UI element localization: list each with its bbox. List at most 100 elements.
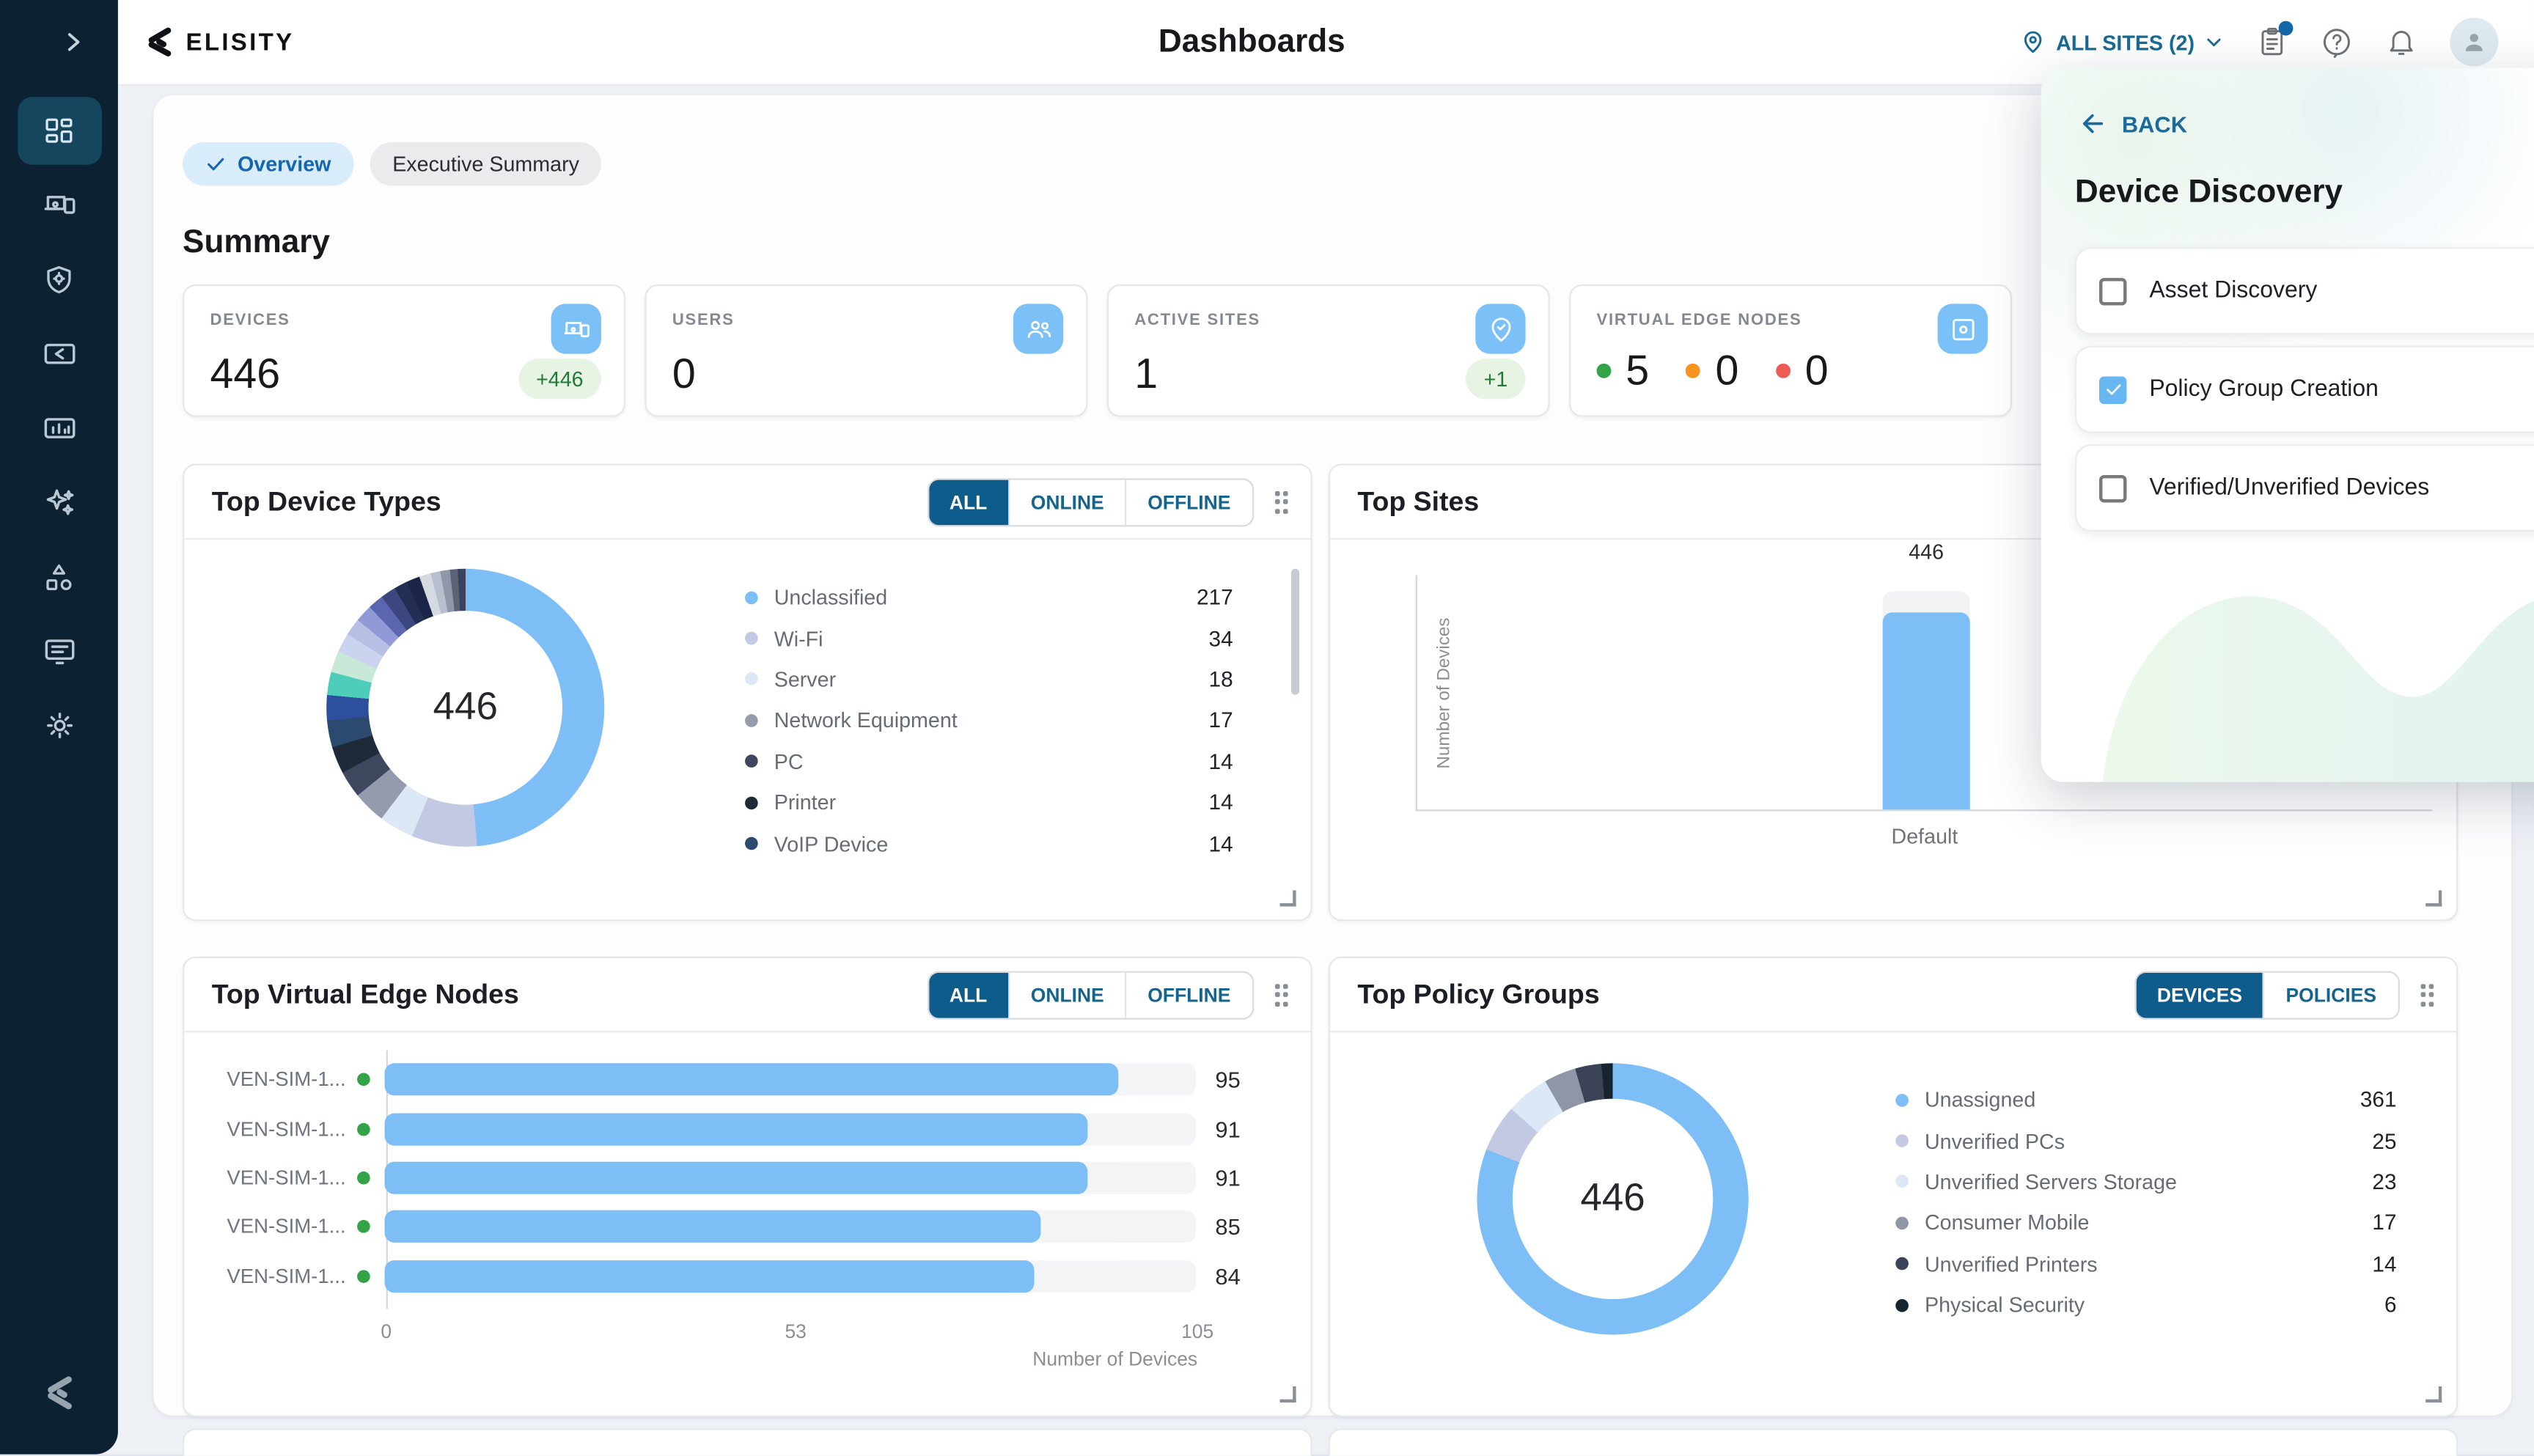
checkbox-checked[interactable] bbox=[2099, 375, 2126, 402]
sidebar-item-dashboards[interactable] bbox=[17, 97, 101, 165]
account-avatar[interactable] bbox=[2450, 18, 2498, 66]
legend-value: 14 bbox=[1209, 831, 1233, 856]
filter-policies[interactable]: POLICIES bbox=[2263, 972, 2398, 1018]
tab-overview[interactable]: Overview bbox=[183, 142, 353, 186]
help-icon[interactable] bbox=[2321, 26, 2353, 58]
legend-row[interactable]: Unverified Servers Storage 23 bbox=[1895, 1161, 2396, 1202]
ven-bar-row[interactable]: VEN-SIM-1... 91 bbox=[212, 1104, 1288, 1153]
sparkles-icon bbox=[41, 485, 76, 520]
legend-row[interactable]: PC 14 bbox=[745, 741, 1233, 782]
sidebar-item-settings[interactable] bbox=[17, 691, 101, 760]
drag-handle-icon[interactable] bbox=[2420, 983, 2434, 1006]
panel-resize-handle[interactable] bbox=[1280, 890, 1296, 906]
card-virtual-edge-nodes[interactable]: VIRTUAL EDGE NODES 5 0 0 bbox=[1569, 284, 2012, 417]
wave-decoration bbox=[2041, 540, 2534, 782]
sidebar-item-topology[interactable] bbox=[17, 543, 101, 611]
drag-handle-icon[interactable] bbox=[1274, 490, 1288, 513]
filter-all[interactable]: ALL bbox=[928, 479, 1008, 524]
top-sites-bar[interactable] bbox=[1883, 612, 1970, 809]
bar bbox=[385, 1260, 1034, 1293]
status-dot bbox=[357, 1172, 370, 1185]
legend-label: Server bbox=[774, 667, 1209, 691]
legend-row[interactable]: Unverified PCs 25 bbox=[1895, 1120, 2396, 1161]
panel-resize-handle[interactable] bbox=[1280, 1386, 1296, 1402]
tasks-clipboard-icon[interactable] bbox=[2256, 26, 2288, 58]
ven-bar-row[interactable]: VEN-SIM-1... 95 bbox=[212, 1055, 1288, 1104]
ven-icon bbox=[1938, 304, 1988, 353]
card-devices[interactable]: DEVICES 446 +446 bbox=[183, 284, 625, 417]
device-types-legend: Unclassified 217 Wi-Fi 34 Server 18 Netw… bbox=[745, 577, 1233, 864]
drag-handle-icon[interactable] bbox=[1274, 983, 1288, 1006]
sidebar-item-ai[interactable] bbox=[17, 468, 101, 537]
legend-row[interactable]: Printer 14 bbox=[745, 782, 1233, 823]
legend-value: 217 bbox=[1197, 585, 1233, 609]
filter-all[interactable]: ALL bbox=[928, 972, 1008, 1018]
sidebar-item-policy-shield[interactable] bbox=[17, 246, 101, 314]
legend-value: 17 bbox=[2372, 1211, 2396, 1235]
offline-dot bbox=[1776, 364, 1791, 378]
ven-status-counts: 5 0 0 bbox=[1597, 346, 1829, 396]
device-types-donut[interactable]: 446 bbox=[326, 569, 604, 847]
back-button[interactable]: BACK bbox=[2080, 110, 2187, 137]
panel-resize-handle[interactable] bbox=[2425, 890, 2442, 906]
ven-bar-row[interactable]: VEN-SIM-1... 85 bbox=[212, 1202, 1288, 1251]
ven-label: VEN-SIM-1... bbox=[212, 1216, 346, 1238]
legend-label: Wi-Fi bbox=[774, 626, 1209, 650]
ven-label: VEN-SIM-1... bbox=[212, 1068, 346, 1091]
legend-row[interactable]: Consumer Mobile 17 bbox=[1895, 1202, 2396, 1243]
page-title: Dashboards bbox=[483, 23, 2021, 61]
legend-row[interactable]: Unclassified 217 bbox=[745, 577, 1233, 618]
shield-gear-icon bbox=[42, 262, 76, 296]
next-row-panel-peek bbox=[183, 1428, 1312, 1455]
console-list-icon bbox=[41, 633, 76, 669]
card-users[interactable]: USERS 0 bbox=[644, 284, 1087, 417]
sidebar-item-analytics[interactable] bbox=[17, 394, 101, 463]
legend-label: Physical Security bbox=[1925, 1293, 2384, 1317]
legend-row[interactable]: Server 18 bbox=[745, 659, 1233, 700]
legend-value: 14 bbox=[2372, 1252, 2396, 1276]
filter-online[interactable]: ONLINE bbox=[1008, 972, 1125, 1018]
sidebar-item-elisity-console[interactable] bbox=[17, 320, 101, 388]
filter-devices[interactable]: DEVICES bbox=[2136, 972, 2263, 1018]
checkbox-unchecked[interactable] bbox=[2099, 474, 2126, 501]
discovery-option-policy-group-creation[interactable]: Policy Group Creation bbox=[2075, 346, 2534, 433]
policy-groups-donut[interactable]: 446 bbox=[1477, 1063, 1748, 1334]
legend-row[interactable]: Physical Security 6 bbox=[1895, 1284, 2396, 1326]
discovery-options: Asset Discovery Policy Group Creation Veri… bbox=[2075, 247, 2534, 532]
legend-row[interactable]: Network Equipment 17 bbox=[745, 700, 1233, 741]
bar-value: 85 bbox=[1215, 1214, 1240, 1240]
clipboard-badge-dot bbox=[2279, 21, 2294, 36]
ven-bar-row[interactable]: VEN-SIM-1... 91 bbox=[212, 1153, 1288, 1202]
site-selector[interactable]: ALL SITES (2) bbox=[2021, 29, 2224, 55]
ven-bar-row[interactable]: VEN-SIM-1... 84 bbox=[212, 1251, 1288, 1301]
tab-executive-summary[interactable]: Executive Summary bbox=[370, 142, 601, 186]
legend-row[interactable]: VoIP Device 14 bbox=[745, 823, 1233, 864]
sidebar-item-devices[interactable] bbox=[17, 172, 101, 240]
policy-groups-filter: DEVICESPOLICIES bbox=[2134, 971, 2399, 1019]
sidebar-expand-chevron-icon[interactable] bbox=[60, 29, 86, 55]
legend-row[interactable]: Wi-Fi 34 bbox=[745, 618, 1233, 659]
sidebar-item-logs[interactable] bbox=[17, 617, 101, 685]
legend-label: Unassigned bbox=[1925, 1088, 2360, 1112]
ven-label: VEN-SIM-1... bbox=[212, 1166, 346, 1189]
legend-value: 23 bbox=[2372, 1170, 2396, 1194]
legend-label: PC bbox=[774, 749, 1209, 773]
legend-row[interactable]: Unassigned 361 bbox=[1895, 1079, 2396, 1120]
checkbox-unchecked[interactable] bbox=[2099, 277, 2126, 304]
discovery-option-verified-unverified-devices[interactable]: Verified/Unverified Devices bbox=[2075, 444, 2534, 532]
panel-resize-handle[interactable] bbox=[2425, 1386, 2442, 1402]
legend-row[interactable]: Unverified Printers 14 bbox=[1895, 1243, 2396, 1284]
users-icon bbox=[1013, 304, 1063, 353]
notifications-bell-icon[interactable] bbox=[2385, 26, 2417, 58]
warning-dot bbox=[1686, 364, 1701, 378]
filter-offline[interactable]: OFFLINE bbox=[1125, 972, 1252, 1018]
legend-dot bbox=[745, 796, 758, 809]
next-row-panel-peek bbox=[1329, 1428, 2458, 1455]
discovery-option-asset-discovery[interactable]: Asset Discovery bbox=[2075, 247, 2534, 334]
legend-scrollbar[interactable] bbox=[1291, 569, 1299, 695]
card-active-sites[interactable]: ACTIVE SITES 1 +1 bbox=[1107, 284, 1550, 417]
filter-online[interactable]: ONLINE bbox=[1008, 479, 1125, 524]
legend-label: Unclassified bbox=[774, 585, 1197, 609]
legend-value: 17 bbox=[1209, 708, 1233, 732]
filter-offline[interactable]: OFFLINE bbox=[1125, 479, 1252, 524]
